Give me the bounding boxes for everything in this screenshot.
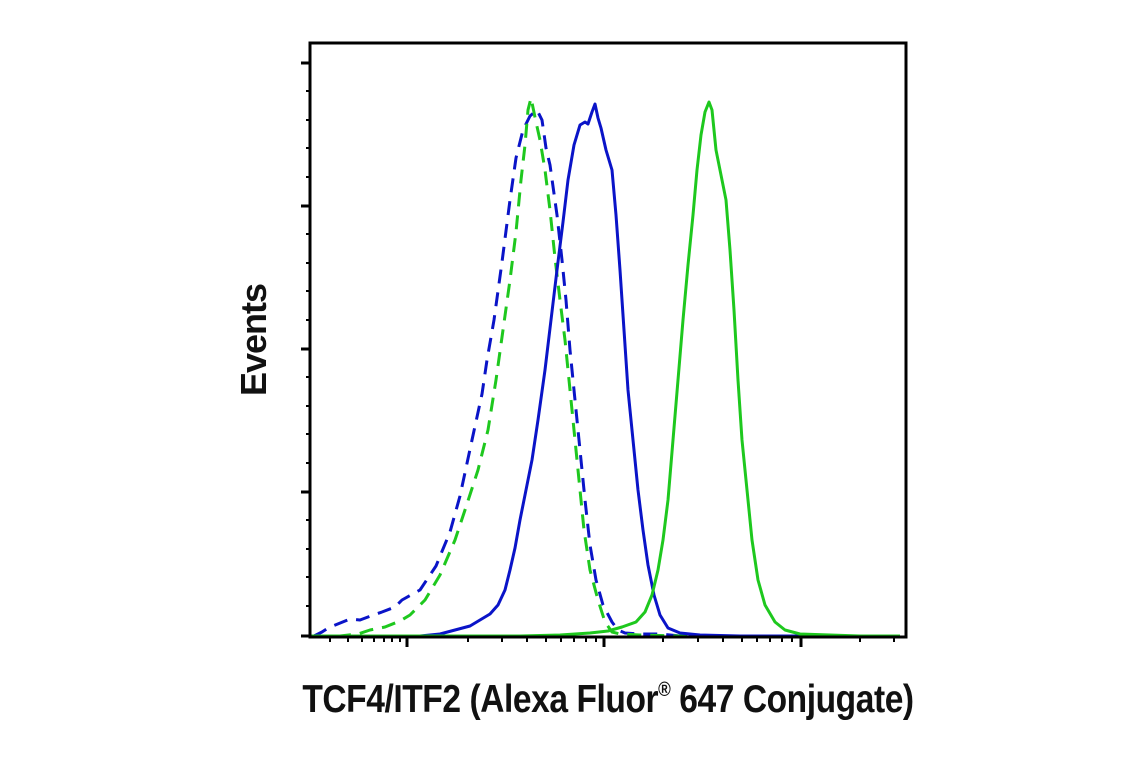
axis-ticks xyxy=(301,61,895,647)
series-line-1 xyxy=(314,96,900,638)
series-line-2 xyxy=(310,102,900,638)
series-line-0 xyxy=(313,108,900,638)
series-line-3 xyxy=(310,100,900,638)
plot-frame xyxy=(308,41,908,639)
x-axis-label-rest: 647 Conjugate) xyxy=(670,678,914,721)
series-layer xyxy=(310,96,900,638)
x-axis-label: TCF4/ITF2 (Alexa Fluor® 647 Conjugate) xyxy=(302,678,914,722)
y-axis-label: Events xyxy=(233,283,274,397)
x-axis-label-main: TCF4/ITF2 (Alexa Fluor xyxy=(302,678,659,721)
registered-mark: ® xyxy=(658,679,671,701)
